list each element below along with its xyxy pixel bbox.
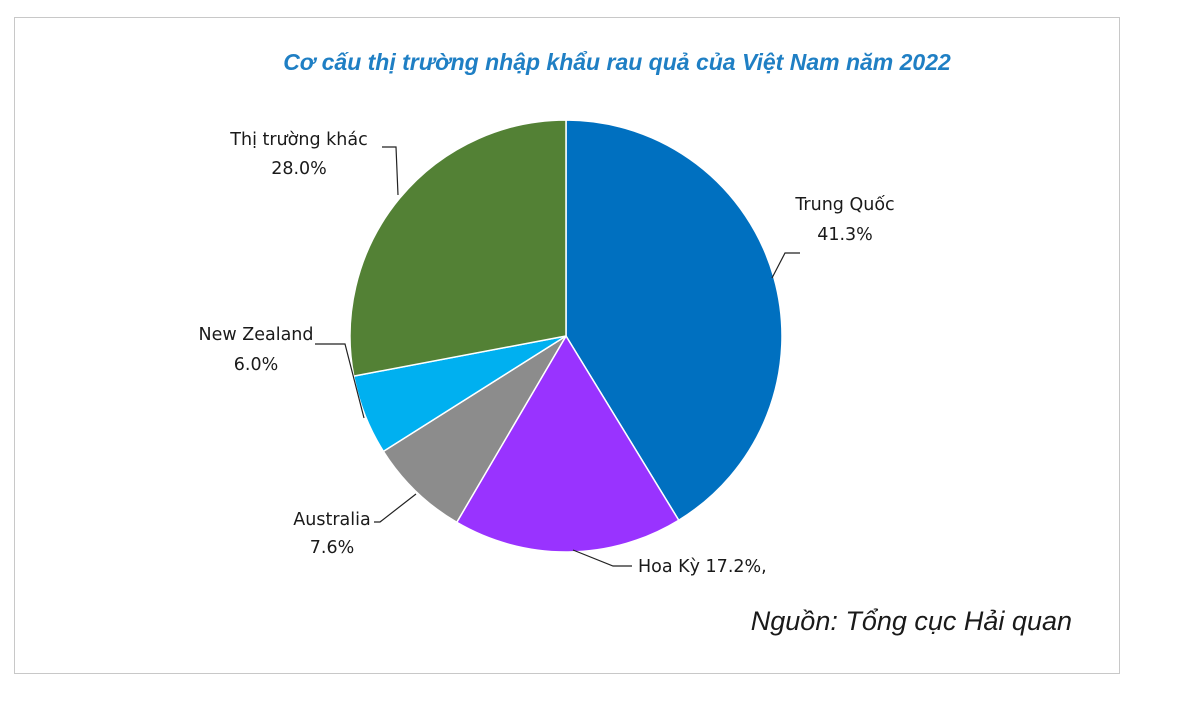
slice-label-value: 7.6%: [310, 538, 354, 558]
leader-line: [572, 549, 632, 567]
leader-line: [382, 146, 399, 196]
slice-label-name: Australia: [293, 510, 370, 530]
pie-slice-hoa-kỳ: [455, 334, 680, 553]
chart-frame: [14, 17, 1120, 674]
slice-label-value: 41.3%: [817, 225, 873, 245]
pie-slice-thị-trường-khác: [349, 119, 567, 377]
slice-label-name: Trung Quốc: [794, 194, 894, 215]
label-leader-lines: [315, 146, 800, 567]
leader-line: [771, 252, 800, 279]
slice-label-name: Thị trường khác: [229, 130, 367, 150]
pie-slices: [349, 119, 783, 553]
slice-label-value: 28.0%: [271, 159, 327, 179]
slice-label: Hoa Kỳ 17.2%,: [638, 557, 767, 577]
source-note: Nguồn: Tổng cục Hải quan: [751, 606, 1072, 636]
leader-line: [374, 493, 417, 523]
slice-label-value: 6.0%: [234, 355, 278, 375]
chart-title: Cơ cấu thị trường nhập khẩu rau quả của …: [283, 49, 951, 75]
leader-line: [315, 343, 365, 419]
slice-label-name: New Zealand: [199, 325, 314, 345]
slice-labels: Trung Quốc 41.3% Hoa Kỳ 17.2%, Australia 7.6…: [199, 130, 895, 577]
pie-slice-australia: [382, 335, 567, 524]
pie-slice-trung-quốc: [565, 119, 783, 522]
